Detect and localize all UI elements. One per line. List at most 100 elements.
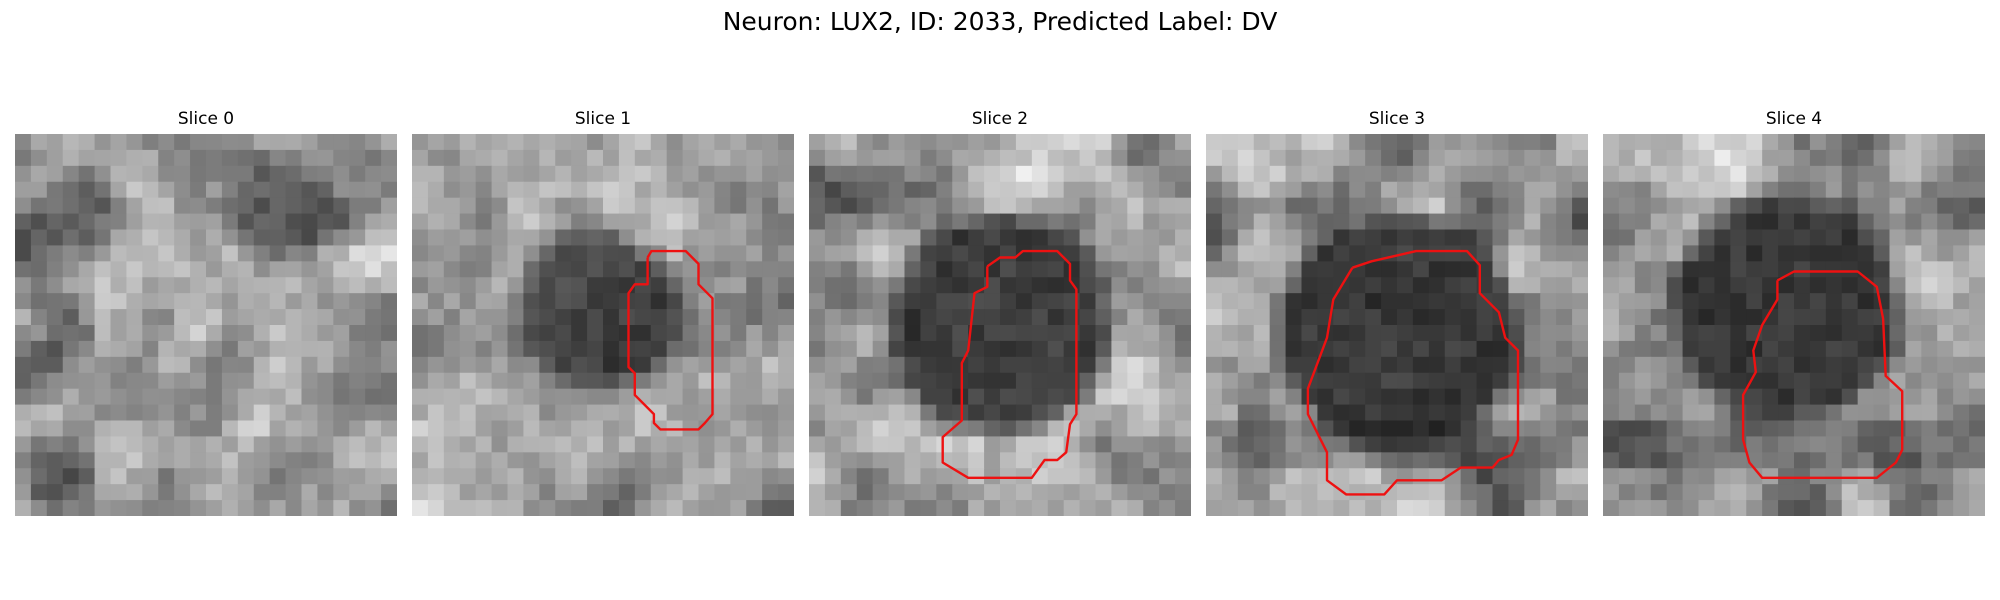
pixel-cell (1253, 261, 1271, 278)
pixel-cell (1428, 325, 1446, 342)
pixel-cell (1206, 500, 1223, 516)
pixel-cell (1000, 277, 1017, 294)
pixel-cell (1175, 134, 1191, 151)
pixel-cell (1015, 420, 1033, 438)
pixel-cell (221, 500, 239, 516)
pixel-cell (365, 229, 382, 247)
pixel-cell (1444, 165, 1462, 183)
pixel-cell (984, 372, 1001, 390)
pixel-cell (856, 213, 874, 231)
pixel-cell (1794, 149, 1811, 167)
pixel-cell (285, 388, 303, 406)
pixel-cell (555, 261, 572, 278)
pixel-cell (1412, 134, 1430, 151)
pixel-cell (1873, 500, 1891, 516)
pixel-cell (920, 484, 937, 501)
pixel-cell (253, 468, 271, 485)
pixel-cell (1809, 500, 1827, 516)
pixel-cell (1047, 500, 1065, 516)
pixel-cell (1969, 404, 1985, 422)
pixel-cell (1650, 452, 1668, 469)
pixel-cell (824, 452, 842, 469)
pixel-cell (491, 229, 509, 247)
pixel-cell (1889, 404, 1907, 422)
pixel-cell (714, 356, 731, 374)
pixel-cell (30, 468, 48, 485)
pixel-cell (206, 229, 223, 247)
pixel-cell (15, 500, 32, 516)
pixel-cell (1317, 213, 1334, 231)
pixel-cell (1460, 372, 1478, 390)
pixel-cell (1572, 229, 1588, 247)
pixel-cell (1618, 261, 1636, 278)
pixel-cell (1444, 452, 1462, 469)
pixel-cell (1047, 388, 1065, 406)
pixel-cell (253, 452, 271, 469)
pixel-cell (443, 436, 461, 453)
pixel-cell (809, 149, 826, 167)
pixel-cell (714, 404, 731, 422)
pixel-cell (840, 229, 858, 247)
pixel-cell (190, 245, 207, 262)
pixel-cell (94, 420, 112, 438)
pixel-cell (1794, 372, 1811, 390)
pixel-cell (809, 134, 826, 151)
pixel-cell (427, 484, 445, 501)
pixel-cell (1365, 134, 1382, 151)
pixel-cell (1746, 420, 1763, 438)
pixel-cell (920, 277, 937, 294)
pixel-cell (920, 229, 937, 247)
pixel-cell (206, 165, 223, 183)
pixel-cell (1540, 134, 1557, 151)
pixel-cell (1825, 325, 1843, 342)
pixel-cell (206, 372, 223, 390)
pixel-cell (1269, 452, 1287, 469)
pixel-cell (1969, 420, 1985, 438)
pixel-cell (1603, 149, 1620, 167)
pixel-cell (285, 436, 303, 453)
pixel-cell (1524, 420, 1541, 438)
pixel-cell (1095, 149, 1113, 167)
pixel-cell (317, 340, 334, 358)
pixel-cell (666, 134, 684, 151)
pixel-cell (824, 229, 842, 247)
pixel-cell (110, 213, 128, 231)
pixel-cell (1412, 293, 1430, 310)
pixel-cell (1095, 484, 1113, 501)
pixel-cell (1762, 340, 1779, 358)
pixel-cell (682, 356, 700, 374)
pixel-cell (1000, 468, 1017, 485)
pixel-cell (1015, 181, 1033, 199)
pixel-cell (1794, 261, 1811, 278)
pixel-cell (1349, 356, 1366, 374)
pixel-cell (1301, 340, 1319, 358)
pixel-cell (253, 261, 271, 278)
pixel-cell (872, 468, 890, 485)
pixel-cell (840, 213, 858, 231)
pixel-cell (142, 325, 159, 342)
pixel-cell (1000, 245, 1017, 262)
pixel-cell (888, 181, 906, 199)
pixel-cell (1221, 261, 1239, 278)
pixel-cell (555, 197, 572, 215)
pixel-cell (1031, 468, 1049, 485)
pixel-cell (62, 372, 80, 390)
pixel-cell (1825, 165, 1843, 183)
pixel-cell (46, 197, 64, 215)
pixel-cell (1762, 261, 1779, 278)
pixel-cell (1905, 436, 1922, 453)
pixel-cell (1572, 293, 1588, 310)
pixel-cell (1714, 340, 1731, 358)
pixel-cell (15, 356, 32, 374)
pixel-cell (142, 309, 159, 326)
pixel-cell (1921, 261, 1938, 278)
pixel-cell (1698, 452, 1716, 469)
pixel-cell (1269, 436, 1287, 453)
pixel-cell (1269, 404, 1287, 422)
pixel-cell (491, 149, 509, 167)
pixel-cell (1921, 213, 1938, 231)
pixel-cell (840, 325, 858, 342)
pixel-cell (1778, 213, 1795, 231)
slice-3-svg (1206, 134, 1588, 516)
pixel-cell (1079, 388, 1097, 406)
